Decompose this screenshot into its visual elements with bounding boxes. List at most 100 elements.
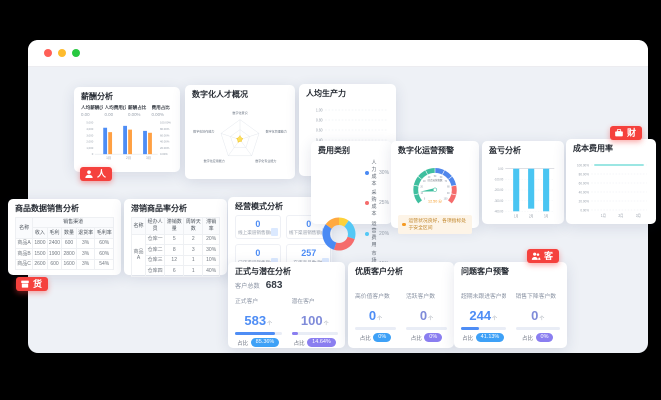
badge-goods: 货 [16, 277, 49, 291]
card-title: 滞销商品率分析 [131, 204, 187, 213]
table-row: 商品C 2600 600 1600 3% 54% [14, 258, 114, 271]
bar-薪酬 [123, 125, 127, 154]
pct-prefix: 占比 [462, 335, 474, 342]
table-cell: 600 [61, 237, 77, 250]
card-talent-radar: 数字化人才概况 数字化意识 数字化管理能力 数字化专业能力 数字化应用能力 数字化协作能… [185, 85, 295, 179]
progress-track [291, 331, 338, 335]
metric-label: 销售下降客户数 [515, 293, 557, 300]
y-tick: 100.00% [577, 163, 590, 168]
legend-value: 30% [379, 169, 390, 176]
bar-1月 [513, 168, 520, 212]
legend-item: 运营费用 20% [365, 220, 389, 248]
metric-value: 0个 [419, 307, 434, 323]
stat-value: 0.00% [128, 111, 141, 117]
gauge-tick [451, 193, 457, 196]
r-tick: 40.00% [160, 139, 170, 143]
radar-point [241, 138, 244, 140]
gauge-tick [447, 200, 452, 204]
table-cell: 商品A [14, 237, 34, 250]
metric-tile: 0 线上渠道销售额(万) [235, 214, 281, 240]
table-cell: 10% [202, 254, 220, 267]
table-cell: 6 [164, 265, 185, 277]
card-customer-split: 正式与潜在分析 客户总数 683 正式客户 583个 占比 85.36% 潜在客户 100… [228, 262, 345, 348]
gauge-tick-label: 30 [423, 181, 426, 183]
metric-label: 潜在客户 [291, 298, 315, 305]
customer-split-metrics: 正式客户 583个 占比 85.36% 潜在客户 100个 占比 14.64% [235, 296, 338, 348]
table-cell: 1800 [32, 237, 48, 250]
loss-bar-chart: 0.00 -100.00 -200.00 -300.00 -400.00 1月 2月 3月 [494, 166, 555, 219]
expense-donut-chart [322, 217, 356, 251]
badge-finance-label: 财 [627, 127, 637, 138]
x-tick: 3月 [636, 212, 641, 218]
donut-slice-运营费用 [343, 220, 356, 239]
stat-label: 人均费用(元) [104, 104, 127, 110]
cost-ratio-line-chart: 100.00% 80.00% 60.00% 40.00% 20.00% 0.00% 1月 2月… [577, 163, 647, 218]
table-header-cell: 退货率 [75, 227, 96, 239]
stat-value: 0.00% [151, 111, 164, 117]
radar-axis-label: 数字化意识 [232, 110, 247, 115]
table-header-row: 收入 毛利 数量 退货率 毛利率 [16, 227, 114, 239]
table-row: 仓库四 6 1 40% [132, 265, 220, 277]
pct-pill: 0% [535, 332, 554, 343]
r-tick: 60.00% [160, 133, 170, 137]
radar-data [236, 135, 243, 143]
y-tick: 0.40 [316, 138, 323, 142]
tile-value: 0 [306, 218, 312, 229]
table-cell: 5 [164, 233, 185, 246]
table-cell: 2400 [46, 237, 63, 250]
x-tick: 2月 [529, 213, 533, 219]
bar-费用 [108, 131, 113, 154]
people-icon [531, 252, 541, 260]
gauge-tick-label: 60 [440, 177, 443, 179]
card-operation-gauge: 数字化运营预警 0 10 20 30 40 50 60 70 80 90 100 综合运营指数 12.5… [391, 141, 479, 234]
card-salary-analysis: 薪酬分析 人均薪酬(元)0.00人均费用(元)0.00薪酬占比0.00%费用占比… [74, 87, 180, 172]
gauge-tick [442, 169, 445, 175]
gauge-tick [448, 175, 453, 180]
y-tick: 1.00 [316, 108, 323, 112]
card-title: 数字化运营预警 [398, 146, 454, 155]
bar-2月 [528, 168, 535, 209]
table-cell: 3% [75, 248, 96, 260]
table-cell: 仓库四 [145, 265, 166, 277]
salary-bar-chart: 5,000 4,000 3,000 2,000 1,000 0 100.00% 80.00% 6… [86, 120, 171, 160]
table-row: 商品A 仓库一 5 2 20% [130, 233, 220, 277]
metric-pct-row: 占比 0% [406, 332, 447, 343]
stat-value: 0.00 [104, 111, 114, 117]
legend-label: 采购成本 [371, 190, 377, 218]
gauge-center-label: 综合运营指数 [427, 178, 443, 182]
table-header-row: 名称 销售渠道 [14, 216, 114, 239]
radar-point [240, 140, 242, 142]
metric-unit: 个 [539, 315, 545, 322]
table-group-header: 销售渠道 [32, 216, 114, 229]
window-close-button[interactable] [44, 49, 52, 57]
progress-track [515, 326, 560, 330]
table: 名称 销售渠道 收入 毛利 数量 退货率 毛利率 商品A 1800 2400 600 3% 60% 商品B… [14, 216, 114, 271]
legend-dot-icon [365, 201, 369, 206]
person-icon [85, 170, 93, 178]
pct-prefix: 占比 [410, 335, 422, 342]
table-cell: 1 [183, 265, 204, 277]
legend-item: 采购成本 25% [365, 189, 389, 217]
tile-value: 0 [255, 218, 261, 229]
cabinet-icon [270, 257, 278, 266]
stat-item: 人均费用(元)0.00 [105, 105, 127, 117]
card-loss-analysis: 盈亏分析 0.00 -100.00 -200.00 -300.00 -400.00 1月 2… [482, 141, 564, 224]
gauge-tick-label: 100 [444, 198, 449, 200]
pct-prefix: 占比 [293, 340, 305, 347]
table-header-cell: 名称 [14, 216, 34, 239]
radar-grid [220, 119, 260, 156]
stat-label: 费用占比 [151, 104, 170, 110]
customer-total: 客户总数 683 [235, 280, 338, 291]
window-maximize-button[interactable] [72, 49, 80, 57]
quality-metrics: 高价值客户数 0个 占比 0% 活跃客户数 0个 占比 0% [355, 291, 447, 343]
donut-slice-市场费用 [325, 217, 340, 229]
window-minimize-button[interactable] [58, 49, 66, 57]
y-tick: 0.60 [316, 128, 323, 132]
metric-block: 高价值客户数 0个 占比 0% [355, 291, 396, 343]
table-cell: 30% [202, 244, 220, 256]
table-row: 商品A 1800 2400 600 3% 60% [14, 237, 114, 250]
legend-label: 运营费用 [371, 220, 377, 248]
progress-track [355, 326, 396, 330]
